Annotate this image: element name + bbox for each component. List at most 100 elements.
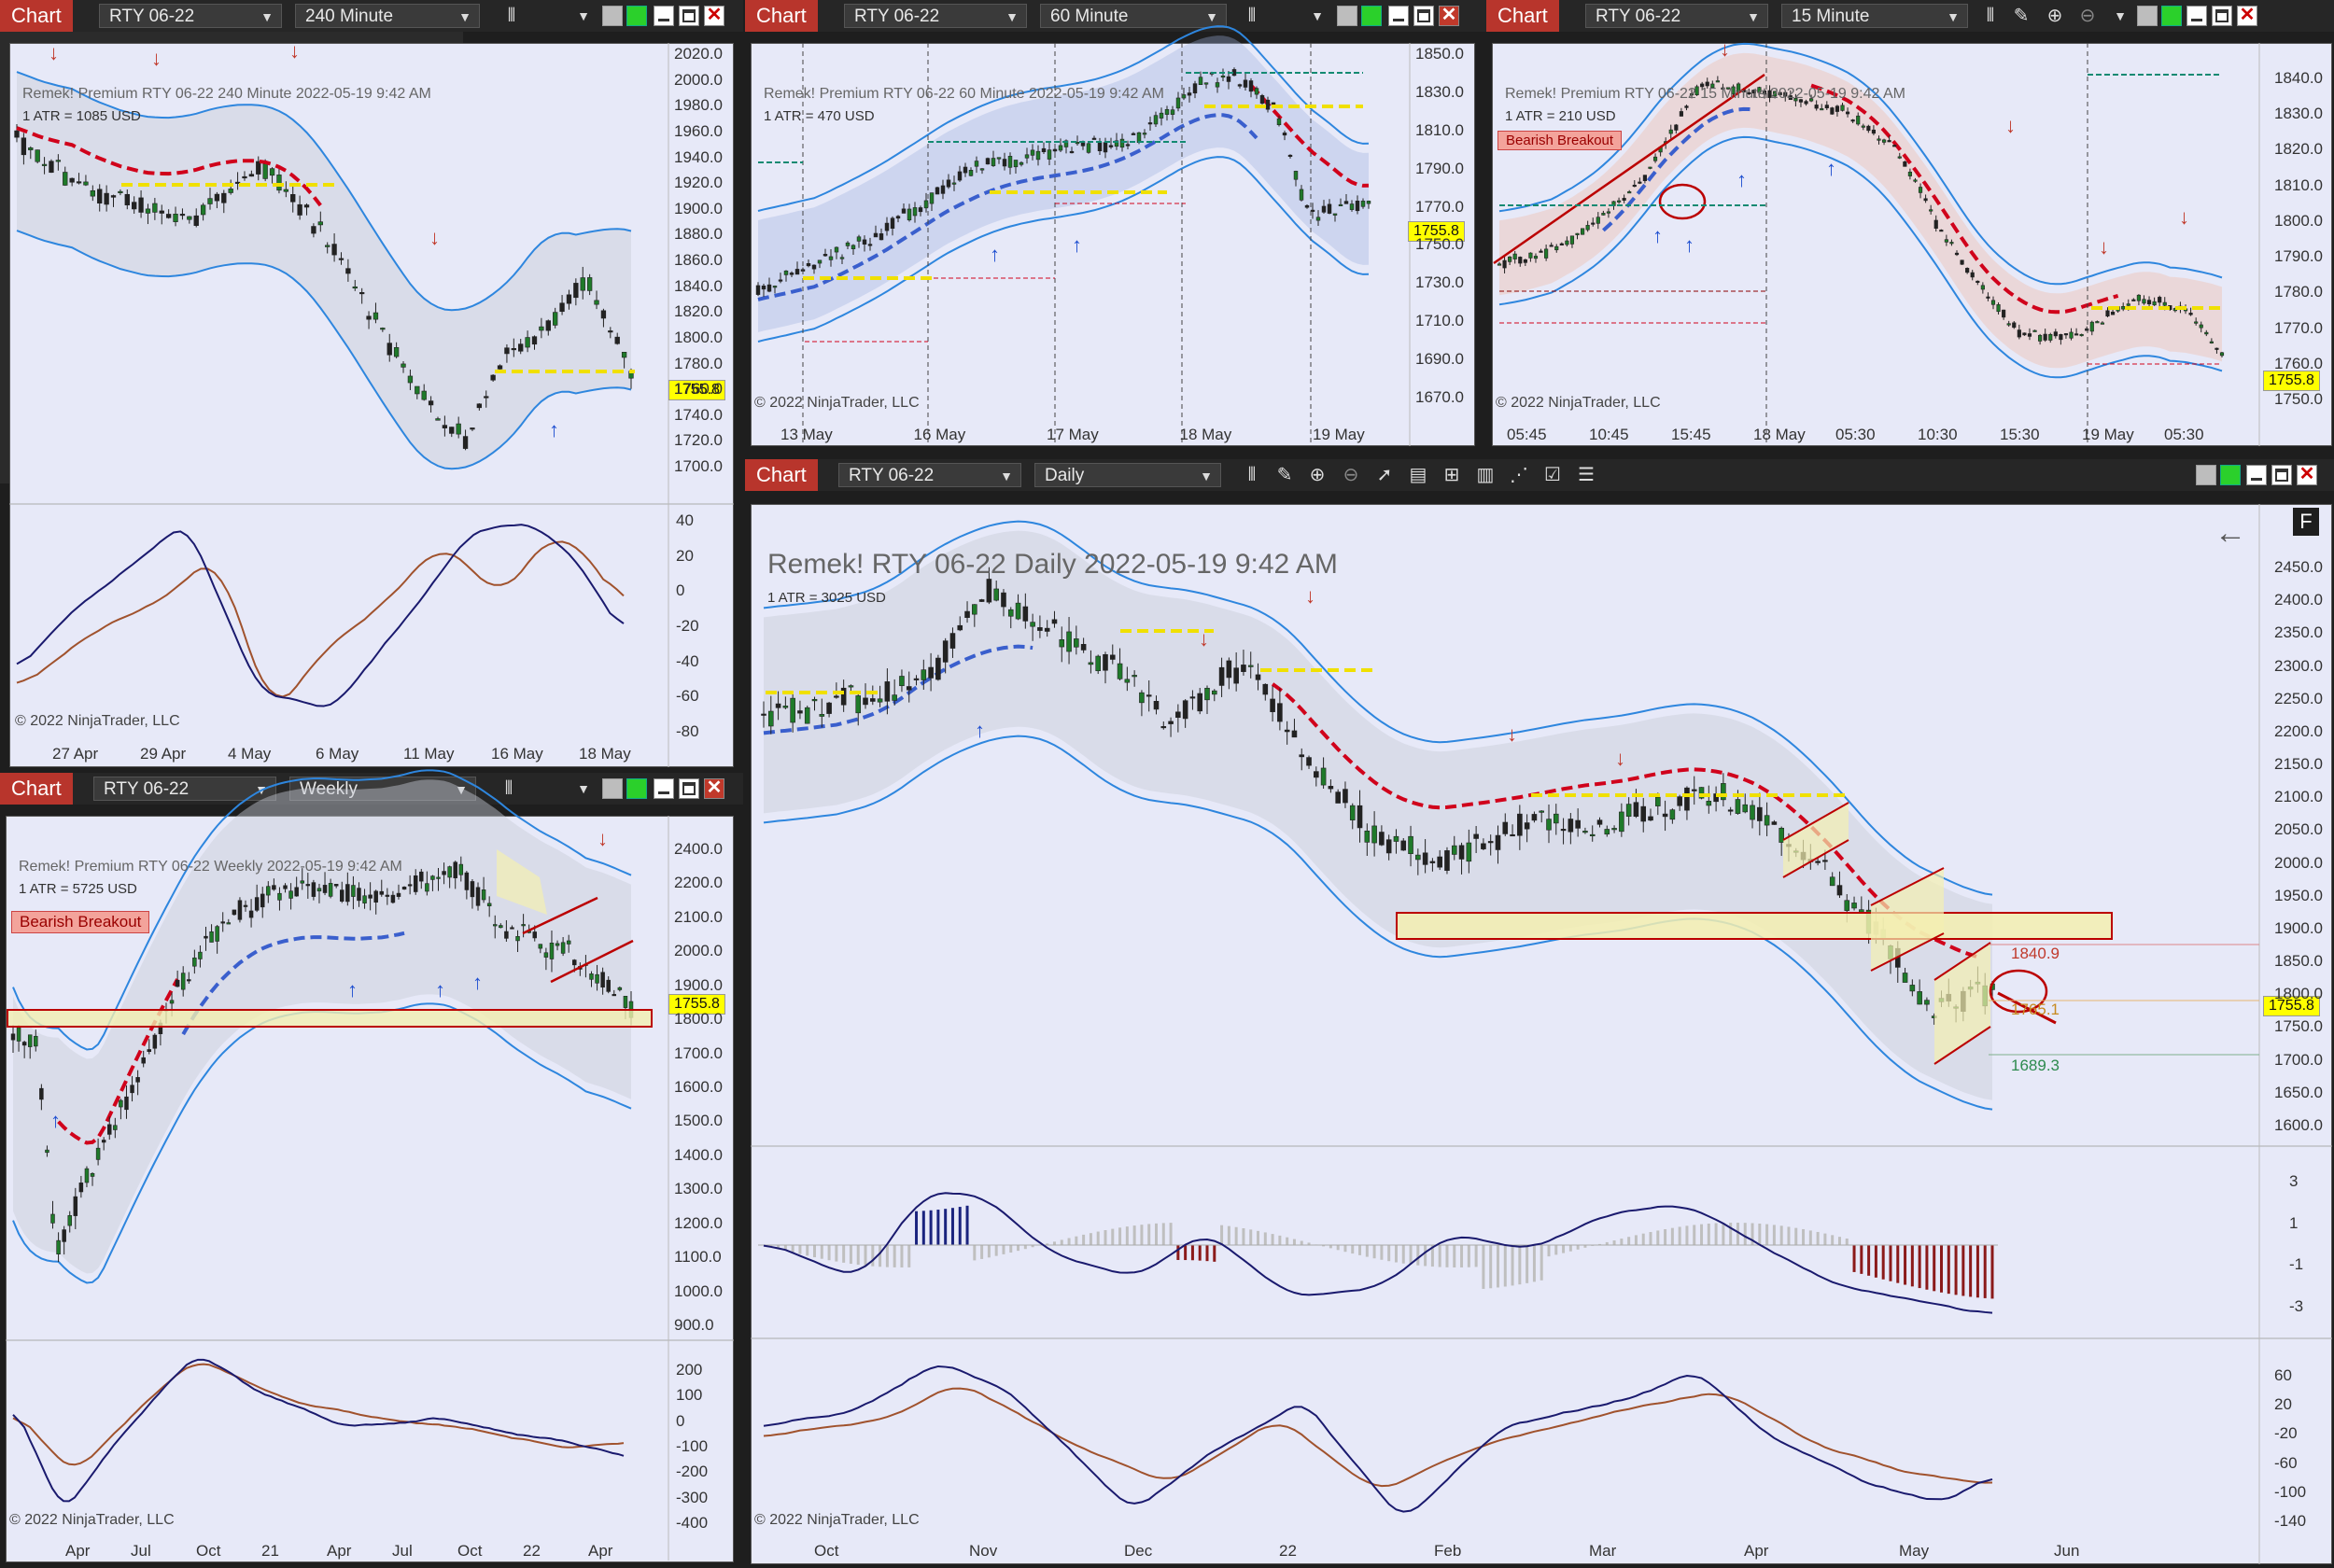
price-axis-tick: 1840.0 bbox=[2274, 69, 2323, 87]
price-candle bbox=[311, 882, 316, 897]
strategies-icon[interactable]: ▥ bbox=[1476, 465, 1495, 485]
bar-type-icon[interactable]: ⫴ bbox=[1247, 465, 1257, 485]
interval-selector[interactable]: Weekly ▼ bbox=[289, 777, 476, 801]
bar-type-icon[interactable]: ⫴ bbox=[507, 6, 516, 26]
minimize-button[interactable] bbox=[2246, 465, 2267, 485]
price-axis-tick: 1670.0 bbox=[1415, 388, 1464, 406]
chart-weekly-plot[interactable] bbox=[6, 816, 734, 1562]
maximize-button[interactable] bbox=[2212, 6, 2232, 26]
bar-type-icon[interactable]: ⫴ bbox=[1247, 6, 1257, 26]
instrument-selector[interactable]: RTY 06-22▼ bbox=[93, 777, 276, 801]
price-candle bbox=[1291, 730, 1298, 738]
interval-selector[interactable]: 15 Minute ▼ bbox=[1781, 4, 1968, 28]
time-axis-tick: Apr bbox=[327, 1542, 352, 1560]
chart-60min-plot[interactable] bbox=[751, 43, 1475, 446]
up-arrow-icon: ↑ bbox=[1736, 168, 1747, 191]
close-button[interactable]: ✕ bbox=[2297, 465, 2317, 485]
maximize-button[interactable] bbox=[1413, 6, 1434, 26]
bar-type-icon[interactable]: ⫴ bbox=[1986, 6, 1995, 26]
price-candle bbox=[1944, 239, 1948, 243]
price-candle bbox=[1877, 138, 1881, 141]
chart-240min-plot[interactable] bbox=[9, 43, 734, 767]
more-chevron-icon[interactable]: ▼ bbox=[577, 781, 590, 796]
list-icon[interactable]: ☰ bbox=[1578, 465, 1595, 485]
price-candle bbox=[755, 285, 761, 295]
chart-tab[interactable]: Chart bbox=[745, 459, 818, 491]
gray-toggle-button[interactable] bbox=[602, 778, 623, 799]
interval-selector[interactable]: Daily ▼ bbox=[1034, 463, 1221, 487]
price-candle bbox=[67, 1215, 72, 1226]
close-button[interactable]: ✕ bbox=[704, 6, 724, 26]
down-arrow-icon: ↓ bbox=[2099, 235, 2109, 259]
chart-tab[interactable]: Chart bbox=[745, 0, 818, 32]
minimize-button[interactable] bbox=[1388, 6, 1409, 26]
minimize-button[interactable] bbox=[2186, 6, 2207, 26]
link-green-button[interactable] bbox=[2161, 6, 2182, 26]
price-candle bbox=[464, 872, 470, 890]
chart-tab[interactable]: Chart bbox=[0, 0, 73, 32]
maximize-button[interactable] bbox=[679, 6, 699, 26]
link-green-button[interactable] bbox=[626, 778, 647, 799]
instrument-selector[interactable]: RTY 06-22▼ bbox=[1585, 4, 1768, 28]
indicators-icon[interactable]: ⋰ bbox=[1510, 465, 1528, 485]
instrument-selector[interactable]: RTY 06-22▼ bbox=[99, 4, 282, 28]
more-chevron-icon[interactable]: ▼ bbox=[577, 8, 590, 23]
draw-pencil-icon[interactable]: ✎ bbox=[1276, 465, 1293, 485]
price-candle bbox=[991, 158, 996, 166]
oscillator-axis-tick: -100 bbox=[2274, 1482, 2307, 1501]
price-candle bbox=[1929, 209, 1933, 212]
link-green-button[interactable] bbox=[2220, 465, 2241, 485]
zoom-in-icon[interactable]: ⊕ bbox=[1309, 465, 1326, 485]
close-button[interactable]: ✕ bbox=[1439, 6, 1459, 26]
panel-f-button[interactable]: F bbox=[2293, 508, 2319, 536]
link-green-button[interactable] bbox=[1361, 6, 1382, 26]
price-candle bbox=[964, 610, 970, 618]
data-box-icon[interactable]: ▤ bbox=[1409, 465, 1427, 485]
chart-daily-plot[interactable] bbox=[751, 504, 2332, 1564]
back-arrow-icon[interactable]: ← bbox=[2214, 515, 2246, 551]
templates-icon[interactable]: ☑ bbox=[1544, 465, 1561, 485]
close-button[interactable]: ✕ bbox=[2237, 6, 2257, 26]
price-candle bbox=[1095, 655, 1101, 672]
more-chevron-icon[interactable]: ▼ bbox=[1311, 8, 1324, 23]
price-candle bbox=[1243, 79, 1248, 88]
price-candle bbox=[614, 336, 620, 344]
instrument-selector[interactable]: RTY 06-22▼ bbox=[838, 463, 1021, 487]
properties-icon[interactable]: ⊞ bbox=[1443, 465, 1460, 485]
close-button[interactable]: ✕ bbox=[704, 778, 724, 799]
price-candle bbox=[572, 959, 577, 966]
instrument-selector[interactable]: RTY 06-22▼ bbox=[844, 4, 1027, 28]
zoom-in-icon[interactable]: ⊕ bbox=[2046, 6, 2063, 26]
link-green-button[interactable] bbox=[626, 6, 647, 26]
minimize-button[interactable] bbox=[654, 778, 674, 799]
interval-selector[interactable]: 60 Minute ▼ bbox=[1040, 4, 1227, 28]
price-candle bbox=[2199, 324, 2203, 329]
interval-selector[interactable]: 240 Minute ▼ bbox=[295, 4, 480, 28]
maximize-button[interactable] bbox=[2271, 465, 2292, 485]
chart-15min-plot[interactable] bbox=[1492, 43, 2332, 446]
price-candle bbox=[1007, 609, 1014, 617]
chevron-down-icon: ▼ bbox=[458, 9, 471, 24]
price-candle bbox=[41, 163, 48, 166]
bar-type-icon[interactable]: ⫴ bbox=[504, 778, 513, 799]
price-candle bbox=[345, 884, 350, 903]
more-chevron-icon[interactable]: ▼ bbox=[2114, 8, 2127, 23]
price-candle bbox=[1517, 813, 1523, 836]
price-candle bbox=[1840, 105, 1845, 111]
gray-toggle-button[interactable] bbox=[602, 6, 623, 26]
chevron-down-icon: ▼ bbox=[1205, 9, 1218, 24]
trend-line-bearish bbox=[1271, 682, 1979, 959]
chart-tab[interactable]: Chart bbox=[0, 773, 73, 805]
gray-toggle-button[interactable] bbox=[2137, 6, 2158, 26]
minimize-button[interactable] bbox=[654, 6, 674, 26]
price-candle bbox=[912, 207, 918, 217]
gray-toggle-button[interactable] bbox=[1337, 6, 1357, 26]
draw-pencil-icon[interactable]: ✎ bbox=[2013, 6, 2030, 26]
zoom-out-icon[interactable]: ⊖ bbox=[2079, 6, 2096, 26]
maximize-button[interactable] bbox=[679, 778, 699, 799]
price-candle bbox=[1415, 854, 1421, 861]
chart-tab[interactable]: Chart bbox=[1486, 0, 1559, 32]
pointer-icon[interactable]: ➚ bbox=[1376, 465, 1393, 485]
zoom-out-icon[interactable]: ⊖ bbox=[1343, 465, 1359, 485]
gray-toggle-button[interactable] bbox=[2196, 465, 2216, 485]
